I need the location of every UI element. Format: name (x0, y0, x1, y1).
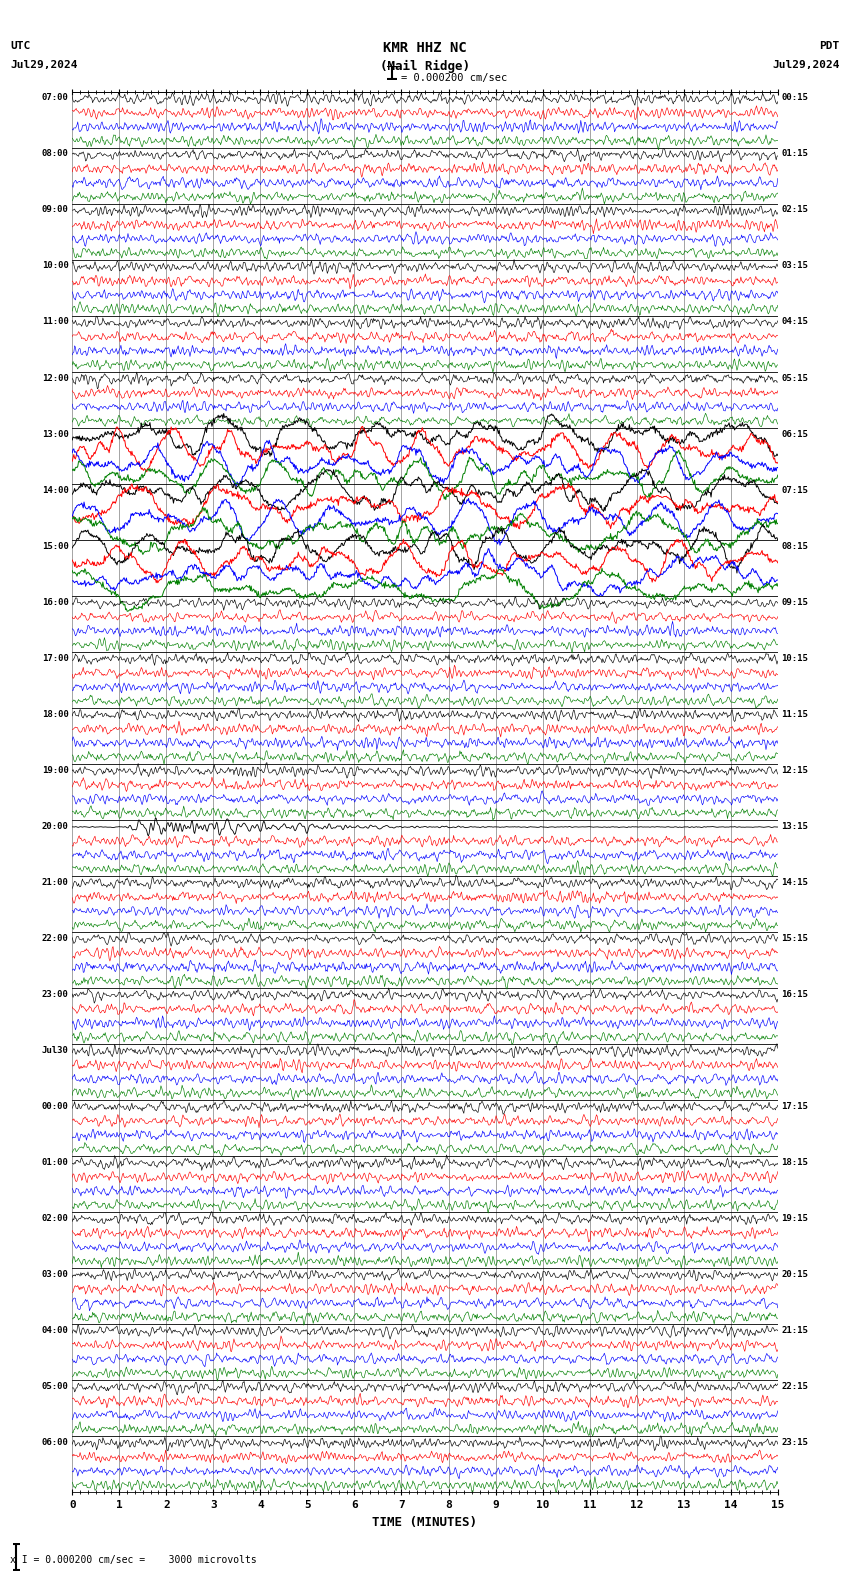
Text: 16:15: 16:15 (781, 990, 808, 998)
Text: 13:00: 13:00 (42, 429, 69, 439)
Text: 00:15: 00:15 (781, 93, 808, 103)
Text: 19:00: 19:00 (42, 765, 69, 775)
Text: 17:15: 17:15 (781, 1101, 808, 1110)
Text: Jul29,2024: Jul29,2024 (773, 60, 840, 70)
Text: 06:15: 06:15 (781, 429, 808, 439)
Text: PDT: PDT (819, 41, 840, 51)
Text: Jul30: Jul30 (42, 1045, 69, 1055)
X-axis label: TIME (MINUTES): TIME (MINUTES) (372, 1516, 478, 1529)
Text: 20:00: 20:00 (42, 822, 69, 830)
Text: 21:00: 21:00 (42, 878, 69, 887)
Text: 10:00: 10:00 (42, 261, 69, 271)
Text: 14:00: 14:00 (42, 486, 69, 494)
Text: 02:00: 02:00 (42, 1213, 69, 1223)
Text: 04:00: 04:00 (42, 1326, 69, 1335)
Text: 09:00: 09:00 (42, 206, 69, 214)
Text: 14:15: 14:15 (781, 878, 808, 887)
Text: 15:15: 15:15 (781, 933, 808, 942)
Text: 09:15: 09:15 (781, 597, 808, 607)
Text: 20:15: 20:15 (781, 1270, 808, 1278)
Text: 21:15: 21:15 (781, 1326, 808, 1335)
Text: 07:00: 07:00 (42, 93, 69, 103)
Text: = 0.000200 cm/sec: = 0.000200 cm/sec (401, 73, 507, 82)
Text: KMR HHZ NC: KMR HHZ NC (383, 41, 467, 55)
Text: 05:00: 05:00 (42, 1381, 69, 1391)
Text: 03:15: 03:15 (781, 261, 808, 271)
Text: 23:00: 23:00 (42, 990, 69, 998)
Text: 12:15: 12:15 (781, 765, 808, 775)
Text: 04:15: 04:15 (781, 317, 808, 326)
Text: 00:00: 00:00 (42, 1101, 69, 1110)
Text: x I = 0.000200 cm/sec =    3000 microvolts: x I = 0.000200 cm/sec = 3000 microvolts (10, 1555, 257, 1565)
Text: 06:00: 06:00 (42, 1438, 69, 1446)
Text: 08:00: 08:00 (42, 149, 69, 158)
Text: 07:15: 07:15 (781, 486, 808, 494)
Text: 12:00: 12:00 (42, 374, 69, 382)
Text: 16:00: 16:00 (42, 597, 69, 607)
Text: 01:15: 01:15 (781, 149, 808, 158)
Text: 08:15: 08:15 (781, 542, 808, 551)
Text: 05:15: 05:15 (781, 374, 808, 382)
Text: 13:15: 13:15 (781, 822, 808, 830)
Text: 19:15: 19:15 (781, 1213, 808, 1223)
Text: 01:00: 01:00 (42, 1158, 69, 1167)
Text: 03:00: 03:00 (42, 1270, 69, 1278)
Text: 11:15: 11:15 (781, 710, 808, 719)
Text: 10:15: 10:15 (781, 654, 808, 662)
Text: 22:00: 22:00 (42, 933, 69, 942)
Text: UTC: UTC (10, 41, 31, 51)
Text: 17:00: 17:00 (42, 654, 69, 662)
Text: 22:15: 22:15 (781, 1381, 808, 1391)
Text: 23:15: 23:15 (781, 1438, 808, 1446)
Text: 02:15: 02:15 (781, 206, 808, 214)
Text: 15:00: 15:00 (42, 542, 69, 551)
Text: 11:00: 11:00 (42, 317, 69, 326)
Text: 18:00: 18:00 (42, 710, 69, 719)
Text: 18:15: 18:15 (781, 1158, 808, 1167)
Text: Jul29,2024: Jul29,2024 (10, 60, 77, 70)
Text: (Mail Ridge): (Mail Ridge) (380, 60, 470, 73)
